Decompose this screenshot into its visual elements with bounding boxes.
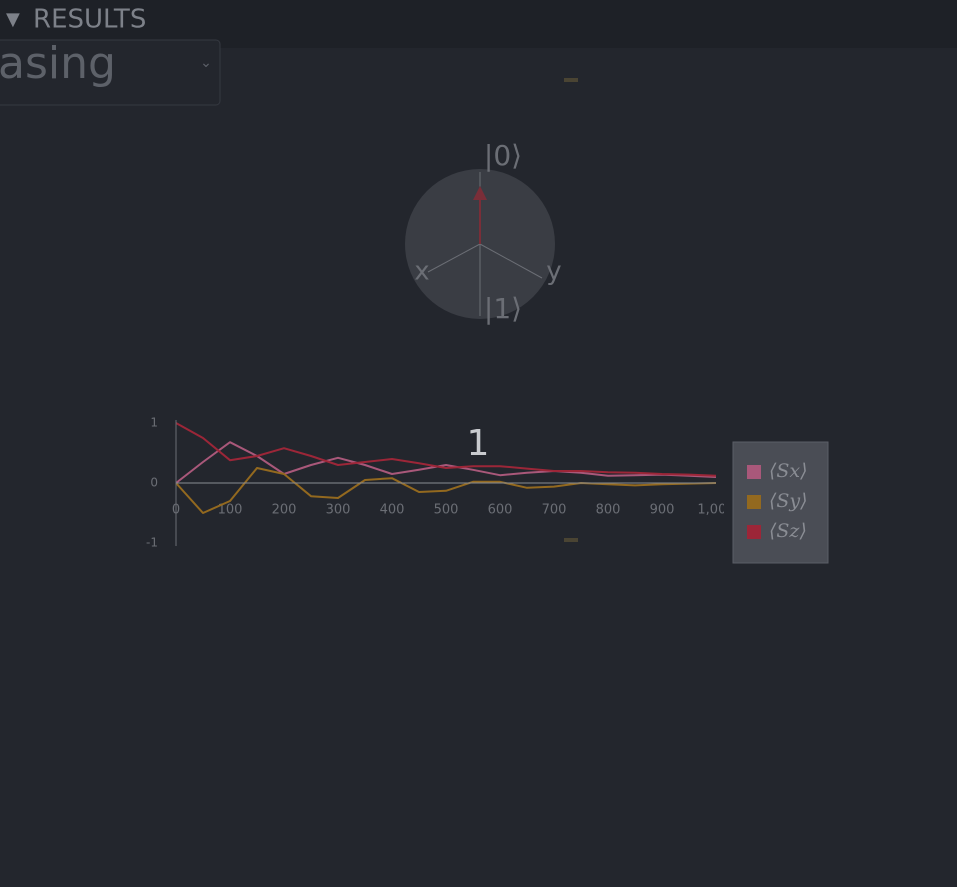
header-title: RESULTS <box>33 5 146 35</box>
chart-title: 1 <box>467 423 490 464</box>
series-line <box>175 467 717 514</box>
y-tick-label: -1 <box>146 536 158 550</box>
dropdown-value: asing <box>0 38 116 89</box>
legend-swatch <box>747 495 761 509</box>
dropdown[interactable] <box>0 39 221 106</box>
axis <box>479 243 543 279</box>
y-tick-label: 1 <box>150 416 158 430</box>
handle <box>564 538 578 542</box>
x-tick-label: 400 <box>380 503 405 518</box>
state-arrow <box>473 186 487 200</box>
label-ket0: |0⟩ <box>484 139 522 172</box>
x-tick-label: 200 <box>272 503 297 518</box>
x-tick-label: 500 <box>434 503 459 518</box>
legend-label: ⟨Sz⟩ <box>769 520 807 542</box>
legend-label: ⟨Sy⟩ <box>769 490 808 512</box>
handle <box>564 78 578 82</box>
plot: 0 100 200 300 400 500 600 700 800 900 1,000 <box>172 422 734 518</box>
x-tick-label: 600 <box>488 503 513 518</box>
axis <box>427 243 481 273</box>
dropdown-chevron: ⌄ <box>200 55 212 71</box>
legend-label: ⟨Sx⟩ <box>769 460 808 482</box>
x-tick-label: 900 <box>650 503 675 518</box>
series-line <box>175 422 717 477</box>
x-tick-label: 700 <box>542 503 567 518</box>
collapse-icon[interactable]: ▼ <box>6 9 20 30</box>
series-line <box>175 441 717 484</box>
x-tick-label: 800 <box>596 503 621 518</box>
x-tick-label: 100 <box>218 503 243 518</box>
legend-swatch <box>747 525 761 539</box>
legend-swatch <box>747 465 761 479</box>
label-ket1: |1⟩ <box>484 292 522 325</box>
x-tick-label: 1,000 <box>697 503 734 518</box>
label-x: x <box>414 257 429 287</box>
label-y: y <box>546 257 561 287</box>
bloch-sphere: |0⟩ |1⟩ x y <box>405 139 562 325</box>
x-tick-label: 300 <box>326 503 351 518</box>
y-tick-label: 0 <box>150 476 158 490</box>
